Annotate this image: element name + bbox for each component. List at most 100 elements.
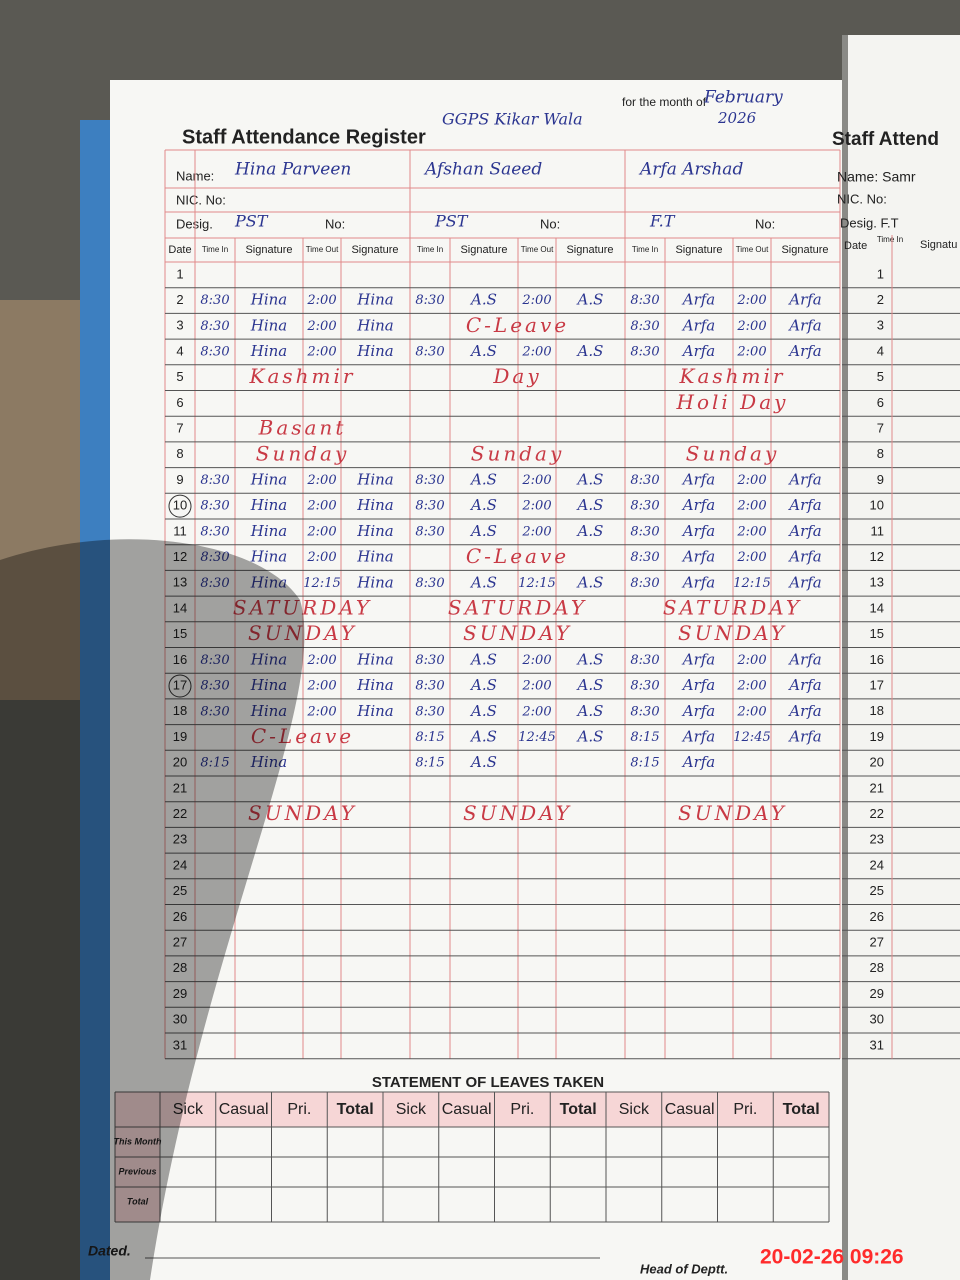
signature: Hina: [250, 496, 287, 514]
signature: Hina: [356, 291, 393, 309]
signature: A.S: [469, 342, 497, 360]
time: 2:00: [736, 319, 766, 334]
next-date: 28: [870, 960, 884, 975]
signature: Arfa: [681, 753, 716, 771]
time: 8:30: [415, 344, 444, 359]
staff-no-label: No:: [325, 216, 345, 231]
signature: Arfa: [787, 676, 822, 694]
next-nic: NIC. No:: [837, 191, 887, 206]
next-date: 17: [870, 677, 884, 692]
date: 7: [176, 420, 183, 435]
signature: A.S: [576, 522, 604, 540]
time: 8:15: [630, 756, 659, 771]
annotation: Sunday: [686, 441, 780, 465]
date: 3: [176, 318, 183, 333]
time: 8:15: [630, 730, 659, 745]
date: 14: [173, 600, 187, 615]
leave-header: Total: [560, 1101, 597, 1118]
signature: Arfa: [787, 573, 822, 591]
time: 8:30: [630, 679, 659, 694]
annotation: Sunday: [471, 441, 565, 465]
time: 2:00: [306, 293, 336, 308]
signature: Hina: [250, 676, 287, 694]
time: 8:15: [415, 756, 444, 771]
time: 2:00: [736, 550, 766, 565]
annotation: Holi Day: [676, 390, 789, 414]
date: 23: [173, 832, 187, 847]
annotation: SUNDAY: [463, 621, 572, 645]
signature: A.S: [576, 650, 604, 668]
signature: A.S: [469, 650, 497, 668]
signature: A.S: [576, 676, 604, 694]
signature: Hina: [356, 573, 393, 591]
annotation: Basant: [258, 416, 347, 440]
next-date: 9: [877, 472, 884, 487]
timestamp: 20-02-26 09:26: [760, 1246, 904, 1269]
next-date: 21: [870, 780, 884, 795]
time: 8:30: [630, 473, 659, 488]
time: 2:00: [736, 293, 766, 308]
signature: Hina: [250, 548, 287, 566]
next-date: 15: [870, 626, 884, 641]
time: 8:30: [200, 524, 229, 539]
signature: Arfa: [681, 522, 716, 540]
table-surface: [0, 300, 90, 700]
next-date: 14: [870, 600, 884, 615]
next-date: 12: [870, 549, 884, 564]
date: 4: [176, 343, 183, 358]
time: 8:30: [415, 524, 444, 539]
signature: Arfa: [787, 316, 822, 334]
month-label: for the month of: [622, 95, 707, 109]
next-date: 25: [870, 883, 884, 898]
time: 12:15: [733, 576, 770, 591]
date: 15: [173, 626, 187, 641]
date: 24: [173, 857, 187, 872]
staff-no-label: No:: [755, 216, 775, 231]
signature: Hina: [356, 702, 393, 720]
time: 2:00: [521, 704, 551, 719]
time-in-header: Time In: [202, 245, 228, 254]
annotation: Day: [492, 364, 541, 388]
signature: Hina: [356, 522, 393, 540]
time: 12:15: [303, 576, 340, 591]
leave-header: Pri.: [733, 1101, 757, 1118]
next-date: 30: [870, 1012, 884, 1027]
date-circle: [168, 494, 192, 518]
signature: Arfa: [787, 470, 822, 488]
signature-header: Signature: [675, 244, 722, 256]
next-date: 26: [870, 909, 884, 924]
signature: Arfa: [787, 727, 822, 745]
date: 9: [176, 472, 183, 487]
signature: A.S: [576, 573, 604, 591]
date: 28: [173, 960, 187, 975]
signature: Hina: [250, 342, 287, 360]
signature: A.S: [576, 291, 604, 309]
signature: A.S: [576, 470, 604, 488]
signature: Arfa: [681, 316, 716, 334]
next-date: 13: [870, 575, 884, 590]
signature: A.S: [469, 470, 497, 488]
signature: Hina: [356, 316, 393, 334]
signature: A.S: [576, 702, 604, 720]
time: 8:30: [200, 293, 229, 308]
signature: Arfa: [787, 650, 822, 668]
leave-header: Total: [783, 1101, 820, 1118]
time: 2:00: [306, 679, 336, 694]
time: 2:00: [521, 524, 551, 539]
date: 18: [173, 703, 187, 718]
register-title: Staff Attendance Register: [182, 126, 426, 148]
time-out-header: Time Out: [736, 245, 769, 254]
annotation: Kashmir: [249, 364, 356, 388]
dated-label: Dated.: [88, 1243, 131, 1259]
time: 8:30: [200, 653, 229, 668]
main-page: [110, 80, 845, 1280]
staff-name: Arfa Arshad: [638, 160, 743, 180]
signature: Arfa: [787, 702, 822, 720]
next-time-in: Time In: [877, 235, 903, 244]
signature: Arfa: [681, 573, 716, 591]
signature-header: Signature: [460, 244, 507, 256]
school-name: GGPS Kikar Wala: [442, 110, 583, 129]
time-out-header: Time Out: [306, 245, 339, 254]
annotation: SUNDAY: [248, 801, 357, 825]
time: 2:00: [521, 499, 551, 514]
